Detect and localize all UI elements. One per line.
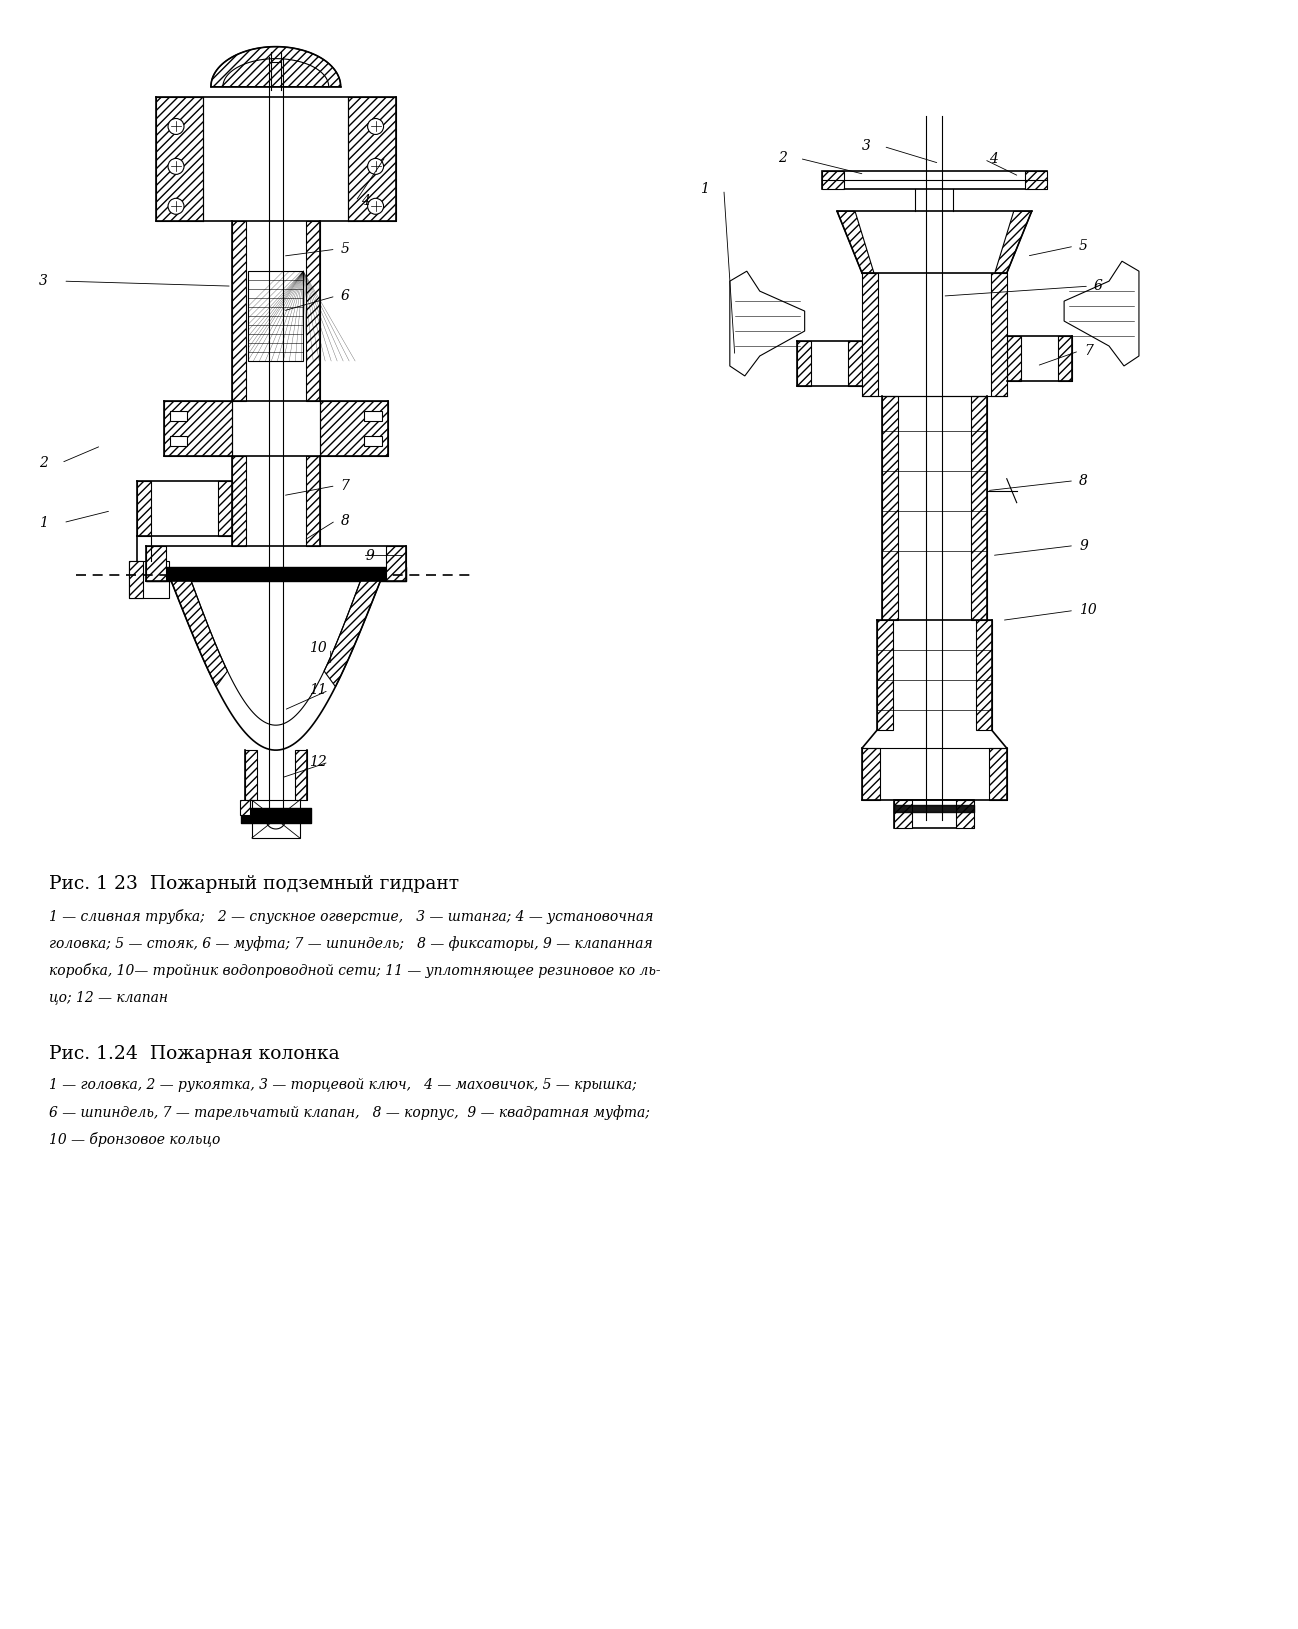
Polygon shape (837, 212, 874, 274)
Text: 10: 10 (1079, 603, 1097, 617)
Polygon shape (245, 749, 257, 800)
Polygon shape (306, 456, 319, 546)
Circle shape (167, 199, 184, 215)
Circle shape (367, 158, 384, 174)
Polygon shape (894, 800, 912, 828)
Text: 1 — головка, 2 — рукоятка, 3 — торцевой ключ,   4 — маховичок, 5 — крышка;: 1 — головка, 2 — рукоятка, 3 — торцевой … (49, 1078, 637, 1093)
Text: 3: 3 (862, 140, 871, 153)
Polygon shape (976, 621, 992, 730)
Polygon shape (212, 47, 340, 86)
Text: 3: 3 (39, 274, 48, 288)
Polygon shape (1007, 336, 1020, 381)
Text: Рис. 1 23  Пожарный подземный гидрант: Рис. 1 23 Пожарный подземный гидрант (49, 875, 459, 893)
Polygon shape (348, 96, 396, 222)
Text: 4: 4 (361, 194, 370, 209)
Bar (248, 270, 304, 362)
Text: 5: 5 (340, 243, 349, 256)
Polygon shape (862, 274, 877, 396)
Polygon shape (386, 546, 405, 580)
Polygon shape (862, 748, 880, 800)
Text: 5: 5 (1079, 239, 1088, 252)
Polygon shape (971, 396, 986, 621)
Text: 4: 4 (989, 153, 998, 166)
Polygon shape (147, 546, 166, 580)
Text: 10: 10 (309, 642, 327, 655)
Bar (170, 411, 187, 420)
Text: 1 — сливная трубка;   2 — спускное огверстие,   3 — штанга; 4 — установочная: 1 — сливная трубка; 2 — спускное огверст… (49, 909, 654, 924)
Text: 10 — бронзовое кольцо: 10 — бронзовое кольцо (49, 1132, 221, 1147)
Polygon shape (218, 481, 232, 536)
Text: 2: 2 (39, 456, 48, 469)
Polygon shape (295, 749, 306, 800)
Bar (365, 411, 382, 420)
Text: коробка, 10— тройник водопроводной сети; 11 — уплотняющее резиновое ко ль-: коробка, 10— тройник водопроводной сети;… (49, 963, 661, 977)
Bar (129, 560, 169, 598)
Polygon shape (240, 800, 249, 814)
Polygon shape (129, 560, 143, 598)
Text: цо; 12 — клапан: цо; 12 — клапан (49, 990, 169, 1003)
Polygon shape (994, 212, 1032, 274)
Bar (252, 800, 300, 837)
Text: 7: 7 (1084, 344, 1093, 358)
Polygon shape (306, 222, 319, 401)
Text: 11: 11 (309, 683, 327, 697)
Text: 6: 6 (340, 288, 349, 303)
Polygon shape (822, 171, 844, 189)
Polygon shape (877, 621, 893, 730)
Bar (170, 437, 187, 446)
Text: головка; 5 — стояк, 6 — муфта; 7 — шпиндель;   8 — фиксаторы, 9 — клапанная: головка; 5 — стояк, 6 — муфта; 7 — шпинд… (49, 935, 653, 951)
Circle shape (367, 119, 384, 135)
Text: 9: 9 (1079, 539, 1088, 552)
Polygon shape (232, 456, 245, 546)
Text: 6 — шпиндель, 7 — тарельчатый клапан,   8 — корпус,  9 — квадратная муфта;: 6 — шпиндель, 7 — тарельчатый клапан, 8 … (49, 1106, 650, 1121)
Text: 7: 7 (340, 479, 349, 492)
Polygon shape (989, 748, 1007, 800)
Polygon shape (797, 340, 811, 386)
Polygon shape (156, 96, 204, 222)
Text: 1: 1 (39, 516, 48, 529)
Polygon shape (319, 401, 388, 456)
Circle shape (266, 810, 286, 829)
Circle shape (167, 119, 184, 135)
Polygon shape (1024, 171, 1046, 189)
Polygon shape (138, 481, 151, 536)
Polygon shape (848, 340, 862, 386)
Text: Рис. 1.24  Пожарная колонка: Рис. 1.24 Пожарная колонка (49, 1044, 340, 1062)
Polygon shape (1058, 336, 1072, 381)
Text: 12: 12 (309, 756, 327, 769)
Bar (822, 171, 1046, 189)
Circle shape (367, 199, 384, 215)
Text: 9: 9 (366, 549, 375, 562)
Bar (894, 800, 975, 828)
Text: 2: 2 (778, 151, 787, 166)
Text: 8: 8 (340, 513, 349, 528)
Polygon shape (883, 396, 898, 621)
Polygon shape (957, 800, 975, 828)
Polygon shape (990, 274, 1007, 396)
Polygon shape (232, 222, 245, 401)
Polygon shape (164, 401, 232, 456)
Circle shape (167, 158, 184, 174)
Text: 1: 1 (700, 182, 709, 197)
Text: 8: 8 (1079, 474, 1088, 487)
Polygon shape (171, 580, 227, 687)
Bar (365, 437, 382, 446)
Text: 6: 6 (1094, 279, 1103, 293)
Polygon shape (324, 580, 380, 687)
